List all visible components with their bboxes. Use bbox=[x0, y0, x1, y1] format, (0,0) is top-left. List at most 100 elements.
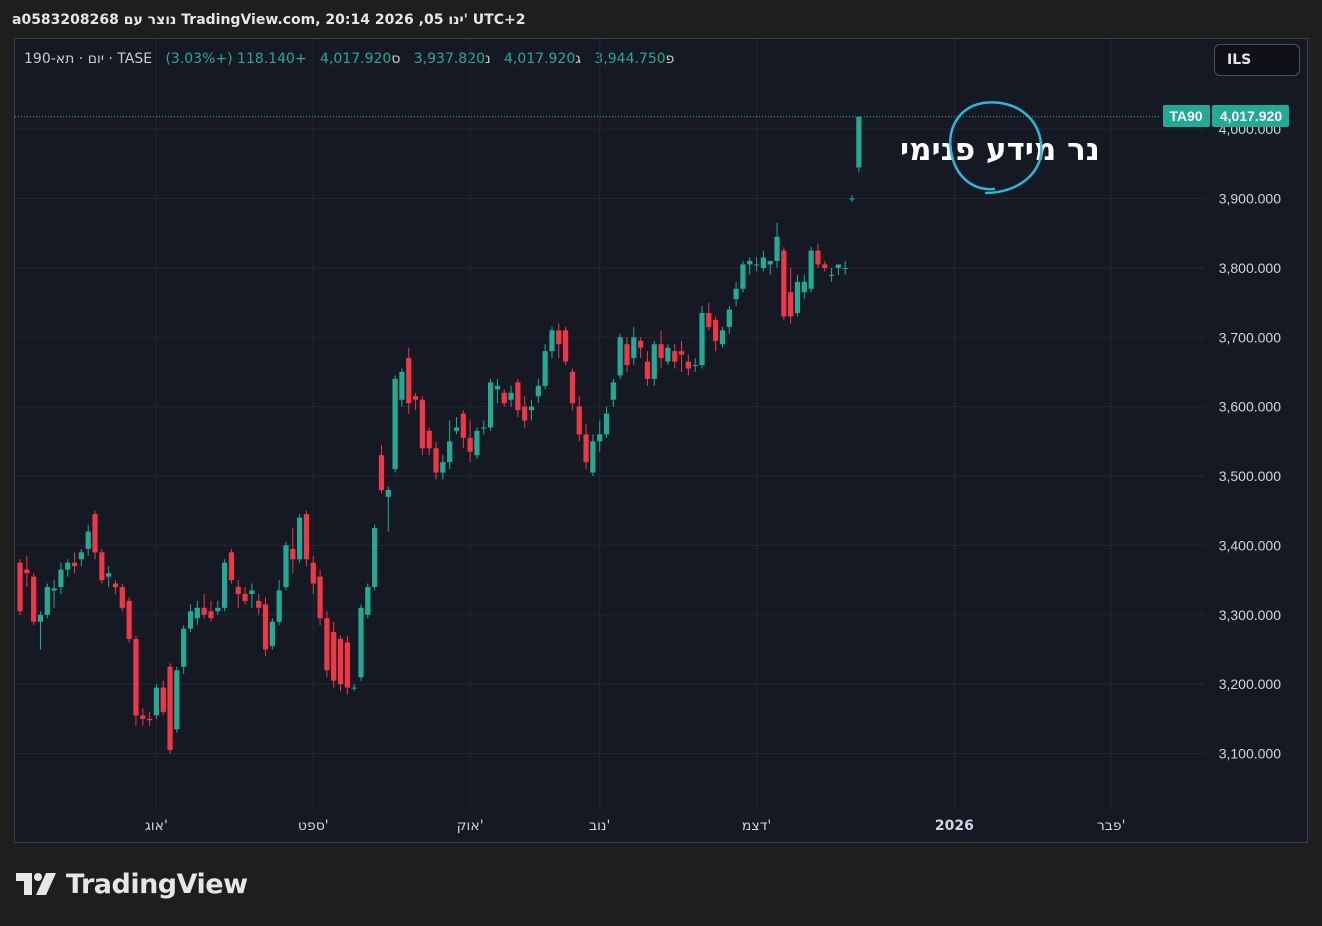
candle-body bbox=[760, 257, 766, 268]
candle-body bbox=[719, 330, 726, 345]
candle-body bbox=[297, 517, 303, 560]
candle-body bbox=[460, 413, 466, 438]
candle bbox=[262, 597, 269, 657]
candle-body bbox=[222, 562, 228, 608]
candle bbox=[631, 326, 637, 366]
candle-body bbox=[194, 607, 200, 619]
candle bbox=[385, 486, 391, 532]
candle-body bbox=[528, 406, 535, 411]
candle bbox=[515, 378, 521, 418]
candle-body bbox=[685, 361, 691, 369]
candle bbox=[808, 247, 814, 293]
candle bbox=[44, 583, 50, 619]
candle-body bbox=[317, 576, 323, 619]
candle bbox=[235, 580, 241, 608]
candle bbox=[269, 618, 275, 650]
candle bbox=[569, 368, 576, 411]
legend-high-label: ג bbox=[575, 51, 582, 67]
y-tick-label: 3,800.000 bbox=[1219, 260, 1281, 276]
candle-body bbox=[51, 588, 57, 591]
candle-body bbox=[262, 604, 269, 650]
candle bbox=[535, 378, 541, 404]
candle-body bbox=[256, 600, 262, 608]
candle-body bbox=[181, 628, 187, 667]
candle-body bbox=[249, 590, 255, 594]
candle bbox=[767, 260, 773, 275]
x-tick-label: דצמ' bbox=[742, 818, 771, 834]
legend-low: 3,937.820 bbox=[413, 51, 486, 67]
annotation-circle[interactable] bbox=[949, 101, 1043, 195]
candle bbox=[317, 569, 323, 626]
legend-symbol[interactable]: 1יום · תא-90 · TASE bbox=[24, 51, 153, 67]
candle bbox=[474, 427, 480, 459]
currency-button[interactable]: ILS bbox=[1214, 44, 1300, 76]
candle-body bbox=[351, 687, 357, 689]
candle bbox=[372, 524, 378, 591]
legend-close-label: ס bbox=[391, 51, 401, 67]
candle-body bbox=[515, 382, 521, 411]
chart-panel bbox=[14, 38, 1308, 843]
candle bbox=[597, 420, 603, 452]
candle-body bbox=[337, 639, 344, 685]
candle-body bbox=[358, 607, 364, 678]
candle bbox=[501, 389, 507, 407]
candle-body bbox=[556, 330, 562, 345]
price-label-ticker: TA90 bbox=[1169, 108, 1202, 124]
candle-body bbox=[856, 116, 862, 168]
price-label: TA90 4,017.920 bbox=[1163, 105, 1289, 127]
candle bbox=[58, 562, 64, 594]
candle-body bbox=[474, 430, 480, 456]
candle bbox=[665, 344, 671, 366]
candle-body bbox=[706, 313, 712, 327]
candle-body bbox=[678, 351, 685, 355]
candle bbox=[344, 635, 350, 695]
candle bbox=[337, 635, 344, 692]
candle-body bbox=[815, 250, 821, 265]
candle-body bbox=[487, 382, 494, 428]
candle-body bbox=[146, 718, 153, 721]
candle-body bbox=[406, 358, 412, 404]
candle bbox=[31, 573, 37, 626]
candle bbox=[563, 326, 569, 366]
candle-body bbox=[440, 462, 446, 473]
candle bbox=[733, 281, 739, 307]
footer-brand[interactable]: TradingView bbox=[16, 866, 248, 902]
legend-high: 4,017.920 bbox=[504, 51, 576, 67]
candle bbox=[678, 340, 685, 372]
candle bbox=[760, 250, 766, 272]
candle bbox=[215, 600, 221, 615]
candle bbox=[747, 257, 753, 275]
price-label-value: 4,017.920 bbox=[1220, 108, 1282, 124]
candle-body bbox=[794, 281, 801, 314]
y-tick-label: 3,500.000 bbox=[1219, 468, 1281, 484]
candle bbox=[624, 337, 630, 372]
candle bbox=[740, 260, 746, 293]
candle bbox=[549, 326, 555, 359]
candle-body bbox=[699, 313, 705, 366]
candle bbox=[481, 420, 487, 435]
candle bbox=[460, 410, 466, 449]
legend-low-label: נ bbox=[485, 51, 491, 67]
candle bbox=[194, 600, 200, 626]
annotation-text[interactable]: נר מידע פנימי bbox=[900, 132, 1100, 168]
candlestick-chart[interactable]: 3,100.000 3,200.000 3,300.000 3,400.000 3,50… bbox=[15, 39, 1307, 842]
candle bbox=[672, 344, 678, 369]
candle bbox=[365, 583, 371, 619]
candle bbox=[412, 392, 419, 411]
candle bbox=[290, 528, 296, 574]
candle bbox=[208, 600, 214, 622]
candle-body bbox=[133, 639, 139, 716]
candle-body bbox=[542, 351, 548, 386]
candle-body bbox=[99, 552, 105, 581]
x-tick-label: אוג' bbox=[145, 818, 168, 834]
candle bbox=[781, 247, 787, 320]
candle-body bbox=[590, 441, 596, 473]
candle-body bbox=[774, 236, 780, 261]
candle bbox=[99, 548, 105, 584]
candle bbox=[713, 316, 719, 352]
y-tick-label: 3,300.000 bbox=[1219, 607, 1281, 623]
candle bbox=[351, 684, 357, 692]
candle-body bbox=[828, 274, 835, 276]
candle-body bbox=[71, 562, 78, 567]
candle bbox=[24, 555, 30, 588]
